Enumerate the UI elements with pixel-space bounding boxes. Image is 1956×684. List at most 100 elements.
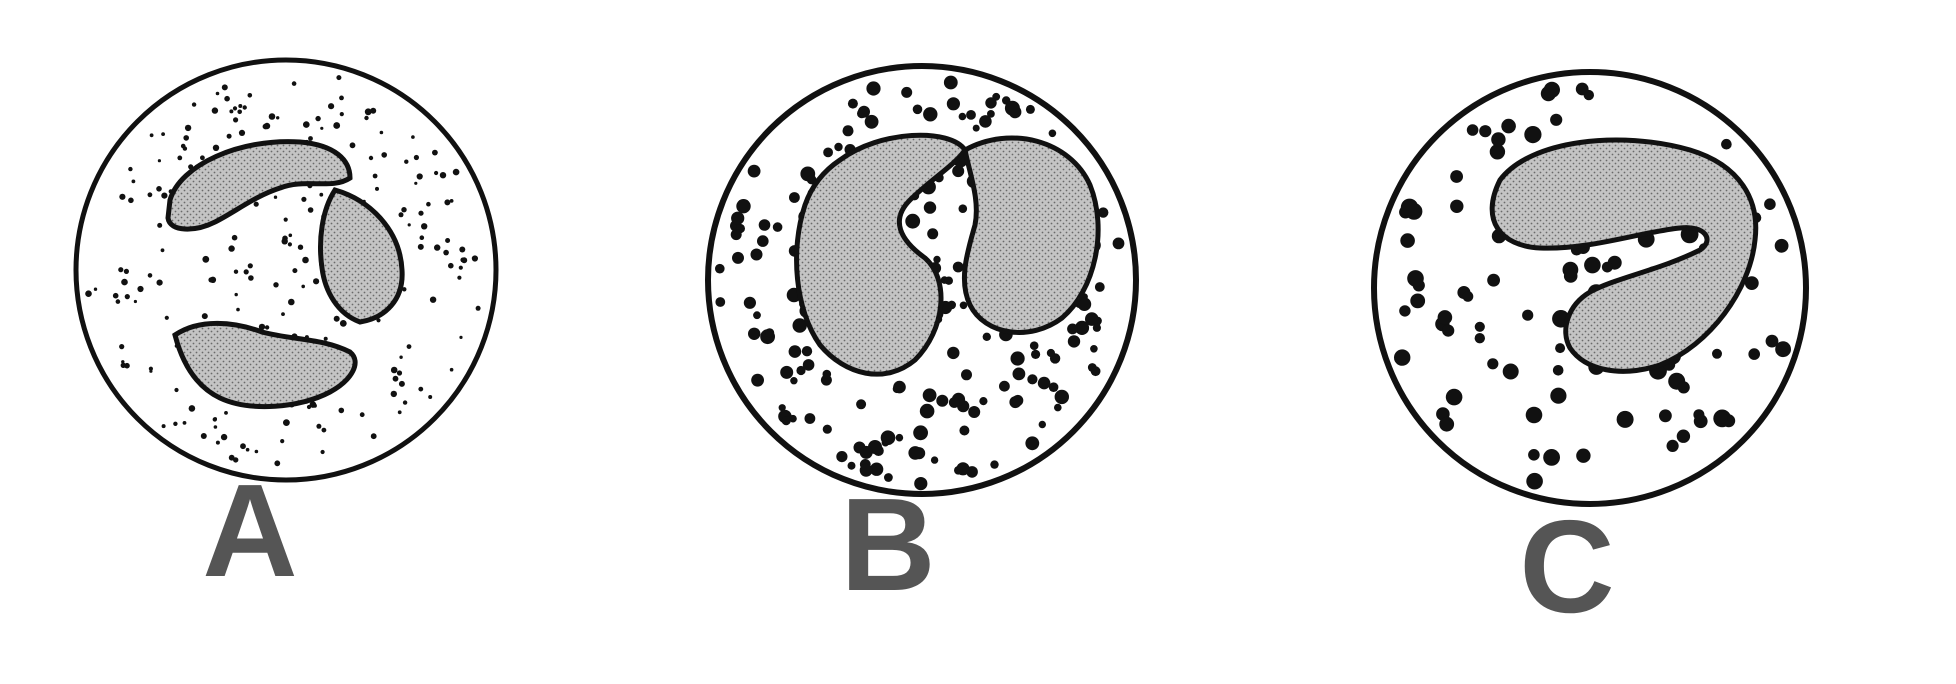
granule: [149, 369, 153, 373]
granule: [1450, 170, 1463, 183]
granule: [364, 115, 369, 121]
granule: [1721, 138, 1732, 150]
granule: [747, 164, 761, 178]
granule: [421, 223, 428, 230]
granule: [128, 197, 134, 204]
granule: [444, 199, 451, 206]
granule: [1410, 293, 1426, 309]
granule: [461, 257, 468, 264]
granule: [418, 386, 424, 392]
granule: [715, 297, 726, 307]
granule: [895, 433, 904, 442]
granule: [439, 172, 447, 179]
cell-b-nucleus: [794, 132, 1101, 377]
granule: [954, 466, 963, 475]
granule: [281, 312, 285, 316]
granule: [201, 313, 208, 320]
granule: [429, 296, 437, 303]
granule: [859, 445, 873, 459]
granule: [416, 173, 423, 180]
granule: [161, 192, 168, 199]
granule: [1474, 321, 1485, 332]
granule: [211, 107, 219, 114]
granule: [147, 192, 153, 198]
granule: [121, 278, 128, 286]
granule: [234, 292, 238, 297]
granule: [923, 201, 937, 214]
granule: [233, 457, 239, 463]
granule: [804, 413, 816, 424]
granule: [772, 222, 783, 232]
granule: [1676, 429, 1691, 443]
granule: [449, 367, 454, 372]
granule: [919, 403, 935, 419]
granule: [859, 463, 873, 477]
granule: [1524, 126, 1542, 144]
granule: [228, 245, 235, 252]
granule: [1774, 238, 1789, 253]
granule: [301, 284, 306, 289]
granule: [399, 355, 403, 359]
granule: [120, 362, 127, 368]
granule: [243, 269, 249, 275]
granule: [274, 460, 281, 467]
granule: [1074, 320, 1090, 335]
cell-a-label: A: [202, 457, 297, 604]
granule: [236, 307, 240, 312]
granule: [1027, 374, 1038, 385]
granule: [1010, 351, 1025, 366]
granule: [1025, 104, 1035, 114]
granule: [85, 290, 92, 298]
granule: [432, 149, 438, 156]
granule: [238, 129, 246, 136]
granule: [948, 397, 960, 408]
granule: [364, 108, 372, 116]
granule: [1474, 333, 1486, 344]
granule: [161, 424, 166, 429]
granule: [1090, 366, 1101, 377]
granule: [339, 95, 344, 101]
granule: [1601, 261, 1613, 273]
granule: [731, 211, 745, 225]
granule: [1048, 129, 1057, 138]
granule: [370, 107, 377, 114]
granule: [248, 275, 254, 281]
granule: [1575, 82, 1589, 96]
granule: [392, 375, 399, 382]
granule: [790, 377, 798, 385]
granule: [1522, 309, 1534, 321]
granule: [458, 265, 463, 270]
granule: [240, 443, 246, 450]
granule: [288, 298, 295, 306]
granule: [753, 311, 761, 320]
granule: [233, 117, 239, 123]
granule: [404, 159, 409, 164]
granule: [316, 423, 322, 429]
granule: [245, 447, 250, 452]
granule: [426, 201, 431, 207]
granule: [128, 166, 133, 172]
granule: [743, 296, 757, 309]
granule: [780, 365, 794, 379]
cell-a: A: [73, 57, 499, 604]
granule: [156, 279, 163, 286]
granule: [291, 81, 297, 86]
granule: [215, 91, 220, 96]
granule: [961, 369, 972, 381]
granule: [174, 387, 179, 393]
granule: [758, 219, 771, 231]
granule: [401, 207, 407, 213]
granule: [148, 366, 153, 371]
granule: [301, 196, 307, 202]
granule: [258, 323, 266, 331]
granule: [273, 195, 278, 199]
granule: [253, 201, 259, 207]
granule: [1098, 207, 1109, 218]
granule: [307, 207, 314, 213]
granule: [1450, 199, 1464, 213]
granule: [968, 406, 981, 418]
granule: [336, 75, 342, 81]
granule: [1025, 436, 1040, 451]
granule: [1501, 118, 1516, 134]
granule: [1487, 358, 1499, 370]
